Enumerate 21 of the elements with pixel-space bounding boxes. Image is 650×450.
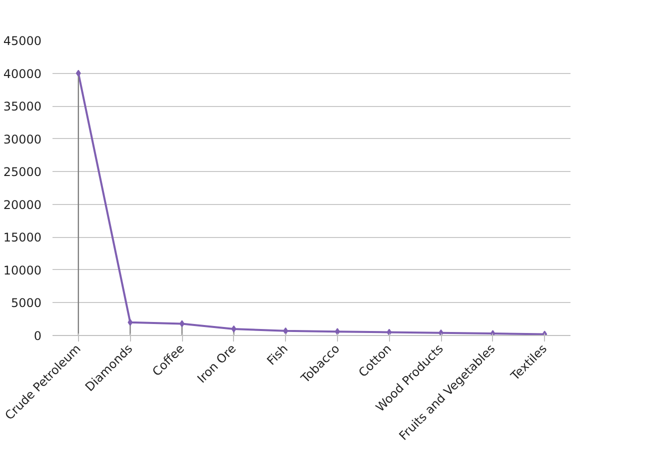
y-tick-label: 40000 bbox=[3, 66, 42, 81]
x-tick-label: Fish bbox=[264, 342, 291, 368]
y-tick-label: 35000 bbox=[3, 100, 42, 114]
x-tick-label: Iron Ore bbox=[194, 342, 239, 386]
point bbox=[386, 328, 392, 336]
y-tick-label: 25000 bbox=[3, 165, 42, 180]
point bbox=[283, 327, 288, 334]
point bbox=[128, 318, 133, 326]
point bbox=[490, 330, 496, 336]
y-tick-label: 15000 bbox=[3, 230, 42, 245]
point bbox=[438, 329, 444, 336]
y-tick-label: 30000 bbox=[3, 132, 42, 146]
point bbox=[76, 70, 81, 77]
point bbox=[231, 325, 236, 332]
y-tick-label: 5000 bbox=[10, 296, 42, 310]
point bbox=[542, 330, 548, 336]
y-tick-label: 45000 bbox=[3, 34, 42, 48]
y-tick-label: 20000 bbox=[3, 198, 42, 212]
y-tick-label: 10000 bbox=[3, 263, 42, 278]
y-tick-label: 0 bbox=[34, 329, 42, 343]
point bbox=[334, 328, 340, 336]
